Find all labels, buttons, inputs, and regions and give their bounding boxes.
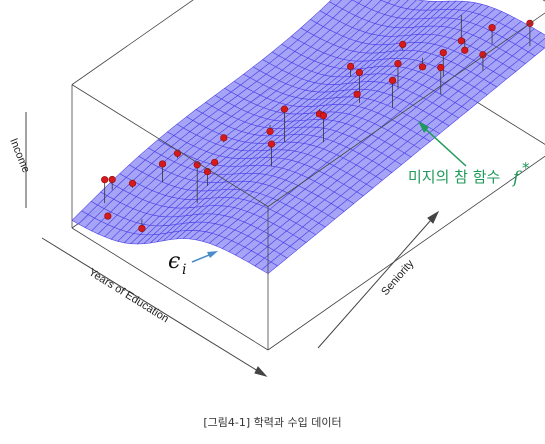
data-point [355, 68, 364, 77]
box-edge [71, 227, 269, 351]
data-point [138, 224, 146, 233]
error-symbol: ϵ [168, 249, 180, 274]
true-function-arrow [419, 123, 467, 167]
y-axis-arrow [317, 211, 439, 349]
data-point [437, 63, 445, 72]
true-function-arrowhead [418, 121, 429, 133]
y-axis-label: Seniority [379, 257, 416, 298]
data-point [461, 46, 469, 54]
data-points [101, 19, 534, 233]
data-point [267, 140, 276, 148]
true-function-symbol: f [511, 168, 522, 188]
data-point [488, 24, 496, 32]
data-point [319, 112, 328, 120]
data-point [104, 212, 112, 220]
data-point [266, 127, 274, 136]
true-function-superscript: * [522, 159, 530, 177]
box-edge [71, 84, 269, 207]
data-point [479, 51, 487, 59]
true-function-annotation: 미지의 참 함수 f * [408, 121, 530, 188]
data-point [280, 105, 289, 113]
data-point [394, 60, 402, 68]
y-axis-arrowhead [427, 210, 440, 224]
box-edge [71, 0, 194, 85]
x-axis-arrowhead [254, 366, 268, 377]
true-function-label: 미지의 참 함수 [408, 168, 500, 186]
axis-arrows [25, 112, 440, 377]
error-arrowhead [207, 251, 218, 258]
data-point [173, 149, 182, 157]
plot-box-front-edges [71, 12, 545, 351]
x-axis-label: Years of Education [86, 266, 170, 325]
x-axis-arrow [41, 237, 267, 377]
data-point [211, 158, 219, 167]
data-point [220, 134, 228, 142]
data-point [353, 90, 361, 98]
regression-surface [71, 0, 545, 275]
figure-caption: [그림4-1] 학력과 수입 데이터 [203, 416, 342, 429]
box-edge [267, 12, 545, 207]
error-annotation: ϵ i [168, 249, 218, 278]
error-subscript: i [182, 262, 186, 278]
data-point [108, 175, 116, 184]
data-point [128, 179, 137, 187]
data-point [101, 176, 109, 184]
data-point [158, 160, 167, 168]
data-point [418, 63, 427, 71]
box-edge [267, 155, 545, 351]
data-point [399, 40, 407, 49]
z-axis-label: Income [7, 137, 32, 175]
data-point [347, 62, 355, 71]
data-point [457, 37, 465, 45]
data-point [388, 76, 397, 84]
data-point [439, 49, 447, 57]
